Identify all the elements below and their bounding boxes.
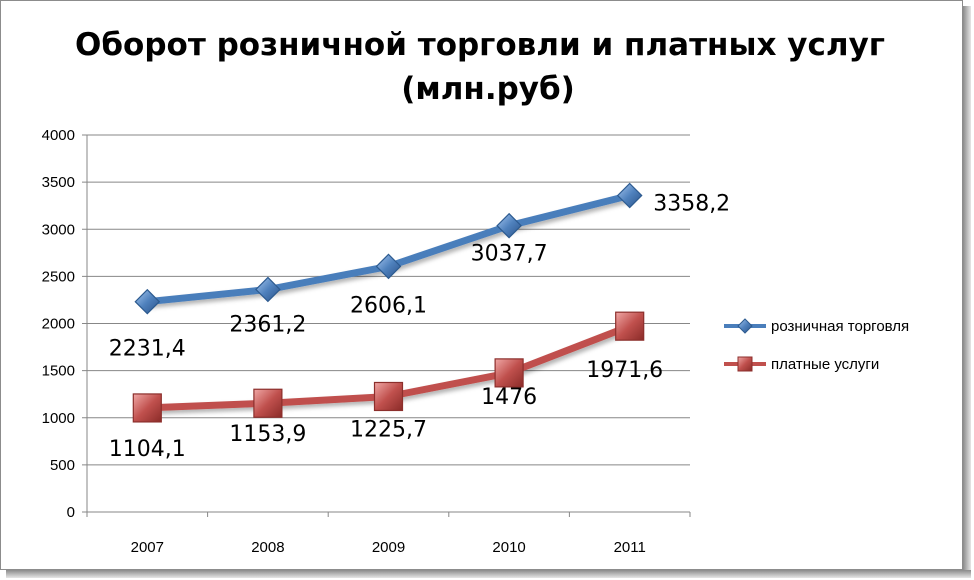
series-1-point [616,182,643,209]
data-label: 1476 [481,385,537,410]
data-label: 1971,6 [586,358,663,383]
y-tick-label: 3500 [42,174,75,191]
y-tick-label: 2000 [42,316,75,333]
series-2-point [132,393,162,423]
frame-shadow-right [963,6,971,576]
chart-title-line1: Оборот розничной торговли и платных услу… [75,27,885,63]
data-label: 3358,2 [653,191,730,216]
data-label: 2606,1 [350,293,427,318]
x-axis-ticks: 2007 2008 2009 2010 2011 [86,512,691,556]
legend-marker-square [737,356,753,372]
data-label: 2231,4 [109,337,186,362]
y-tick-label: 2500 [42,268,75,285]
y-axis-ticks: 0 500 1000 1500 2000 2500 3000 3500 4000 [42,127,87,521]
legend: розничная торговля платные услуги [724,318,909,373]
chart-title-line2: (млн.руб) [401,71,575,107]
x-tick-label: 2010 [492,539,525,556]
data-label: 1225,7 [350,417,427,442]
x-tick-label: 2008 [251,539,284,556]
y-tick-label: 500 [50,457,75,474]
series-1-point [496,212,522,239]
x-tick-label: 2011 [614,539,646,556]
series-2-point [494,358,524,388]
x-tick-label: 2009 [372,539,405,556]
series-1-point [134,288,161,315]
legend-label-1: розничная торговля [771,318,909,335]
y-tick-label: 4000 [42,127,75,144]
series-line-1 [143,192,634,306]
data-label: 3037,7 [471,242,548,267]
series-group [132,182,645,423]
data-label: 1104,1 [109,437,186,462]
data-labels: 2231,4 2361,2 2606,1 3037,7 3358,2 1104,1 1153… [109,191,730,461]
gridlines [87,134,690,466]
data-label: 2361,2 [229,312,306,337]
data-label: 1153,9 [229,422,306,447]
y-tick-label: 1000 [42,410,75,427]
series-2-point [373,381,404,412]
frame-shadow-bottom [6,570,971,578]
series-1-point [375,253,402,280]
x-tick-label: 2007 [131,539,164,556]
legend-marker-diamond [737,318,753,334]
legend-label-2: платные услуги [771,356,879,373]
series-2-point [253,388,283,418]
series-1-point [255,276,281,303]
y-tick-label: 0 [67,504,75,521]
y-tick-label: 3000 [42,221,75,238]
series-2-point [615,311,645,341]
y-tick-label: 1500 [42,363,75,380]
chart-frame [0,0,963,570]
